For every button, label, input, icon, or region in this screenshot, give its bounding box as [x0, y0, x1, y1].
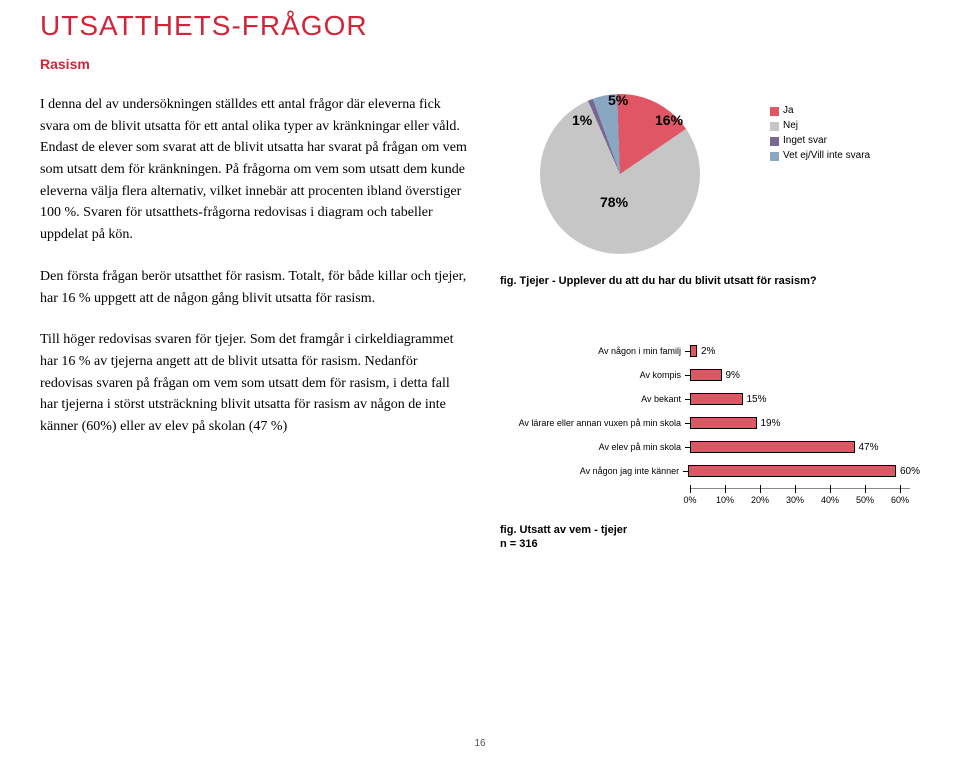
- pie-label-16: 16%: [655, 112, 683, 128]
- bar-rect: [690, 417, 757, 429]
- bar-value: 47%: [859, 442, 879, 453]
- bar-value: 15%: [747, 394, 767, 405]
- legend-item: Vet ej/Vill inte svara: [770, 149, 870, 163]
- bar-row: Av elev på min skola 47%: [500, 440, 920, 454]
- bar-value: 2%: [701, 346, 715, 357]
- axis-label: 0%: [683, 495, 696, 505]
- legend-label: Vet ej/Vill inte svara: [783, 149, 870, 163]
- bar-category: Av kompis: [500, 370, 685, 380]
- legend-label: Nej: [783, 119, 798, 133]
- axis-label: 20%: [751, 495, 769, 505]
- bar-chart: Av någon i min familj 2% Av kompis 9% Av bek…: [500, 344, 920, 550]
- pie-label-1: 1%: [572, 112, 592, 128]
- pie-legend: JaNejInget svarVet ej/Vill inte svara: [770, 104, 870, 164]
- paragraph-3: Till höger redovisas svaren för tjejer. …: [40, 329, 470, 437]
- axis-label: 40%: [821, 495, 839, 505]
- bar-value: 9%: [726, 370, 740, 381]
- bar-rect: [690, 345, 697, 357]
- page-title: UTSATTHETS-FRÅGOR: [40, 10, 920, 42]
- charts-column: 5% 1% 78% 16% JaNejInget svarVet ej/Vill…: [500, 94, 920, 550]
- legend-swatch: [770, 107, 779, 116]
- bar-value: 19%: [761, 418, 781, 429]
- content-columns: I denna del av undersökningen ställdes e…: [40, 94, 920, 550]
- legend-swatch: [770, 122, 779, 131]
- axis-label: 50%: [856, 495, 874, 505]
- page-number: 16: [474, 738, 485, 749]
- legend-item: Ja: [770, 104, 870, 118]
- bar-category: Av lärare eller annan vuxen på min skola: [500, 418, 685, 428]
- axis-tick: [760, 485, 761, 493]
- axis-tick: [865, 485, 866, 493]
- axis-label: 10%: [716, 495, 734, 505]
- bar-rect: [690, 441, 855, 453]
- bar-row: Av lärare eller annan vuxen på min skola…: [500, 416, 920, 430]
- bar-caption-2: n = 316: [500, 538, 920, 550]
- bar-category: Av bekant: [500, 394, 685, 404]
- axis-tick: [795, 485, 796, 493]
- bar-category: Av någon jag inte känner: [500, 466, 683, 476]
- pie-chart: 5% 1% 78% 16% JaNejInget svarVet ej/Vill…: [500, 94, 920, 294]
- axis-tick: [830, 485, 831, 493]
- pie-label-5: 5%: [608, 92, 628, 108]
- legend-label: Ja: [783, 104, 794, 118]
- bar-rect: [690, 369, 722, 381]
- subtitle: Rasism: [40, 56, 920, 72]
- bar-row: Av någon i min familj 2%: [500, 344, 920, 358]
- pie-label-78: 78%: [600, 194, 628, 210]
- bar-row: Av någon jag inte känner 60%: [500, 464, 920, 478]
- axis-tick: [725, 485, 726, 493]
- legend-item: Inget svar: [770, 134, 870, 148]
- axis-tick: [900, 485, 901, 493]
- paragraph-1: I denna del av undersökningen ställdes e…: [40, 94, 470, 246]
- axis-label: 60%: [891, 495, 909, 505]
- bar-category: Av någon i min familj: [500, 346, 685, 356]
- legend-swatch: [770, 137, 779, 146]
- bar-category: Av elev på min skola: [500, 442, 685, 452]
- pie-caption: fig. Tjejer - Upplever du att du har du …: [500, 275, 817, 287]
- bar-row: Av kompis 9%: [500, 368, 920, 382]
- bar-rect: [690, 393, 743, 405]
- legend-swatch: [770, 152, 779, 161]
- legend-label: Inget svar: [783, 134, 827, 148]
- bar-axis: 0%10%20%30%40%50%60%: [690, 488, 910, 508]
- bar-value: 60%: [900, 466, 920, 477]
- body-text: I denna del av undersökningen ställdes e…: [40, 94, 470, 550]
- bar-row: Av bekant 15%: [500, 392, 920, 406]
- paragraph-2: Den första frågan berör utsatthet för ra…: [40, 266, 470, 309]
- axis-label: 30%: [786, 495, 804, 505]
- bar-caption-1: fig. Utsatt av vem - tjejer: [500, 524, 920, 536]
- bar-rect: [688, 465, 896, 477]
- legend-item: Nej: [770, 119, 870, 133]
- axis-tick: [690, 485, 691, 493]
